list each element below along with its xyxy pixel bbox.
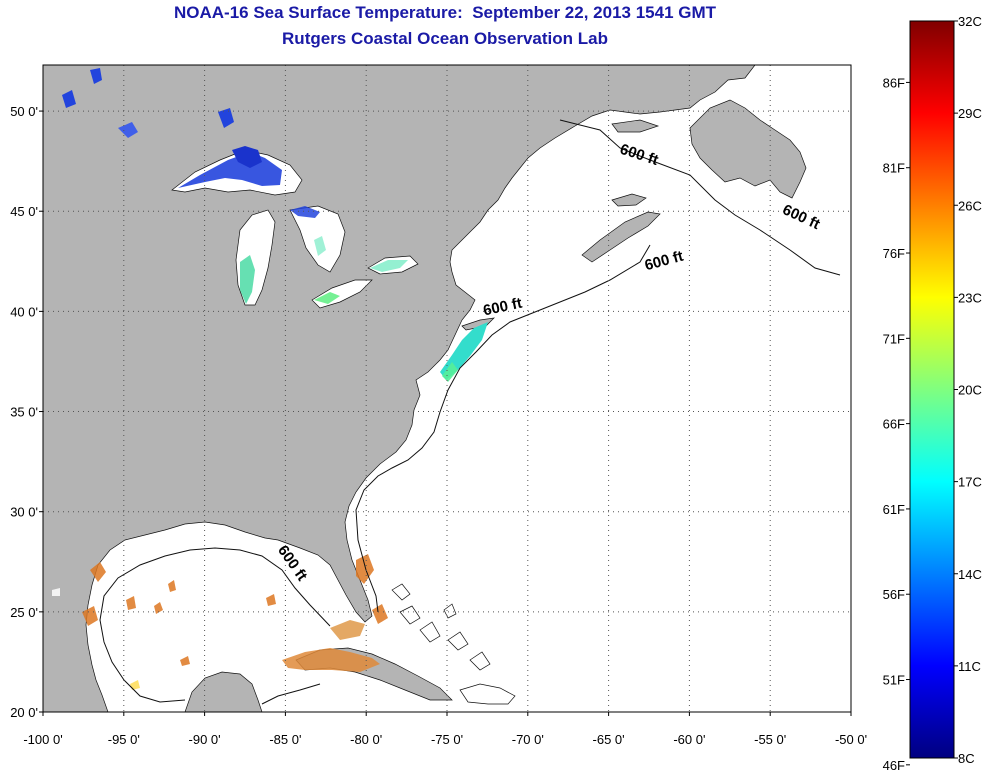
colorbar-label-fahrenheit: 81F xyxy=(883,161,905,176)
colorbar-label-celsius: 8C xyxy=(958,751,975,766)
land-yucatan xyxy=(184,671,263,712)
sst-patches-gulf xyxy=(52,554,388,690)
x-tick-label: -65 0' xyxy=(593,732,625,747)
y-tick-label: 30 0' xyxy=(10,505,38,520)
y-tick-label: 45 0' xyxy=(10,204,38,219)
x-tick-label: -50 0' xyxy=(835,732,867,747)
colorbar-label-celsius: 11C xyxy=(958,659,981,674)
y-axis-ticks: 50 0' 45 0' 40 0' 35 0' 30 0' 25 0' 20 0' xyxy=(10,104,43,720)
y-tick-label: 20 0' xyxy=(10,705,38,720)
colorbar-label-celsius: 20C xyxy=(958,383,982,398)
colorbar-label-celsius: 14C xyxy=(958,567,982,582)
land-long-island xyxy=(461,317,495,331)
colorbar-label-fahrenheit: 71F xyxy=(883,331,905,346)
x-tick-label: -100 0' xyxy=(23,732,62,747)
land-north-america xyxy=(43,65,756,712)
y-tick-label: 35 0' xyxy=(10,405,38,420)
x-tick-label: -75 0' xyxy=(431,732,463,747)
colorbar-label-fahrenheit: 51F xyxy=(883,673,905,688)
colorbar-labels: 32C 29C 26C 23C 20C 17C 14C 11C 8C 86F 81F 76F 71F 66… xyxy=(883,14,982,770)
colorbar-label-celsius: 26C xyxy=(958,198,982,213)
x-tick-label: -80 0' xyxy=(350,732,382,747)
colorbar-label-celsius: 32C xyxy=(958,14,982,29)
sst-patches xyxy=(62,68,488,382)
colorbar-label-fahrenheit: 76F xyxy=(883,246,905,261)
y-tick-label: 25 0' xyxy=(10,605,38,620)
land-prince-edward-island xyxy=(611,193,647,207)
x-axis-ticks: -100 0' -95 0' -90 0' -85 0' -80 0' -75 0' -70… xyxy=(23,712,867,747)
x-tick-label: -60 0' xyxy=(673,732,705,747)
colorbar-label-fahrenheit: 61F xyxy=(883,502,905,517)
land-hispaniola xyxy=(459,683,516,705)
x-tick-label: -55 0' xyxy=(754,732,786,747)
map-subtitle: Rutgers Coastal Ocean Observation Lab xyxy=(282,29,608,48)
isobath-600ft-atlantic xyxy=(355,119,841,613)
colorbar-label-celsius: 23C xyxy=(958,290,982,305)
colorbar xyxy=(909,20,955,759)
x-tick-label: -70 0' xyxy=(512,732,544,747)
colorbar-label-fahrenheit: 46F xyxy=(883,758,905,770)
land-newfoundland xyxy=(689,99,807,199)
colorbar-label-fahrenheit: 56F xyxy=(883,587,905,602)
colorbar-label-fahrenheit: 66F xyxy=(883,417,905,432)
colorbar-label-celsius: 17C xyxy=(958,475,982,490)
y-tick-label: 40 0' xyxy=(10,304,38,319)
colorbar-label-celsius: 29C xyxy=(958,106,982,121)
land-anticosti xyxy=(611,119,660,133)
x-tick-label: -85 0' xyxy=(269,732,301,747)
x-tick-label: -95 0' xyxy=(108,732,140,747)
x-tick-label: -90 0' xyxy=(189,732,221,747)
land-nova-scotia xyxy=(581,211,661,263)
map-title: NOAA-16 Sea Surface Temperature: Septemb… xyxy=(173,3,717,22)
y-tick-label: 50 0' xyxy=(10,104,38,119)
colorbar-label-fahrenheit: 86F xyxy=(883,75,905,90)
